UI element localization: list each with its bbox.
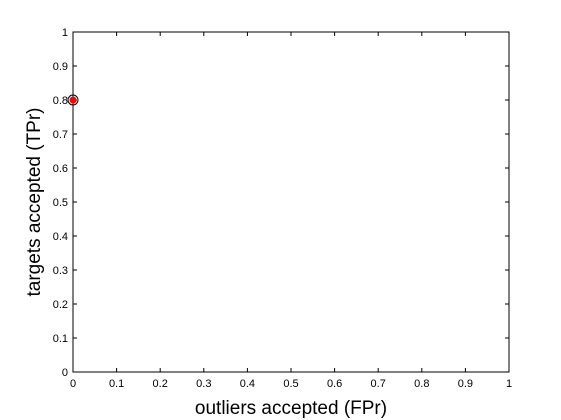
y-tick-label: 0.9 [53,61,68,73]
x-tick-label: 0.4 [240,378,255,390]
y-axis-label: targets accepted (TPr) [24,107,45,296]
y-tick-label: 0.3 [53,265,68,277]
y-tick-label: 1 [62,27,68,39]
x-tick-label: 0.9 [458,378,473,390]
y-tick-label: 0.8 [53,95,68,107]
data-point-outline [67,94,79,106]
x-tick-label: 0.3 [196,378,211,390]
plot-area [72,31,510,373]
x-tick-label: 0.7 [371,378,386,390]
data-points [67,94,79,106]
x-tick-label: 0.2 [153,378,168,390]
x-tick-label: 1 [506,378,512,390]
data-point [69,96,77,104]
x-tick-label: 0 [70,378,76,390]
x-tick-labels: 0 0.1 0.2 0.3 0.4 0.5 0.6 0.7 0.8 0.9 1 [70,378,512,390]
y-tick-label: 0.4 [53,231,68,243]
y-tick-labels: 0 0.1 0.2 0.3 0.4 0.5 0.6 0.7 0.8 0.9 1 [53,27,68,379]
y-tick-label: 0.1 [53,333,68,345]
y-tick-label: 0.2 [53,299,68,311]
x-tick-label: 0.6 [327,378,342,390]
x-tick-label: 0.1 [109,378,124,390]
x-ticks [72,32,510,372]
y-tick-label: 0.7 [53,129,68,141]
x-axis-label: outliers accepted (FPr) [195,398,387,419]
x-tick-label: 0.8 [414,378,429,390]
y-tick-label: 0.6 [53,163,68,175]
y-tick-label: 0 [62,367,68,379]
y-tick-label: 0.5 [53,197,68,209]
x-tick-label: 0.5 [283,378,298,390]
